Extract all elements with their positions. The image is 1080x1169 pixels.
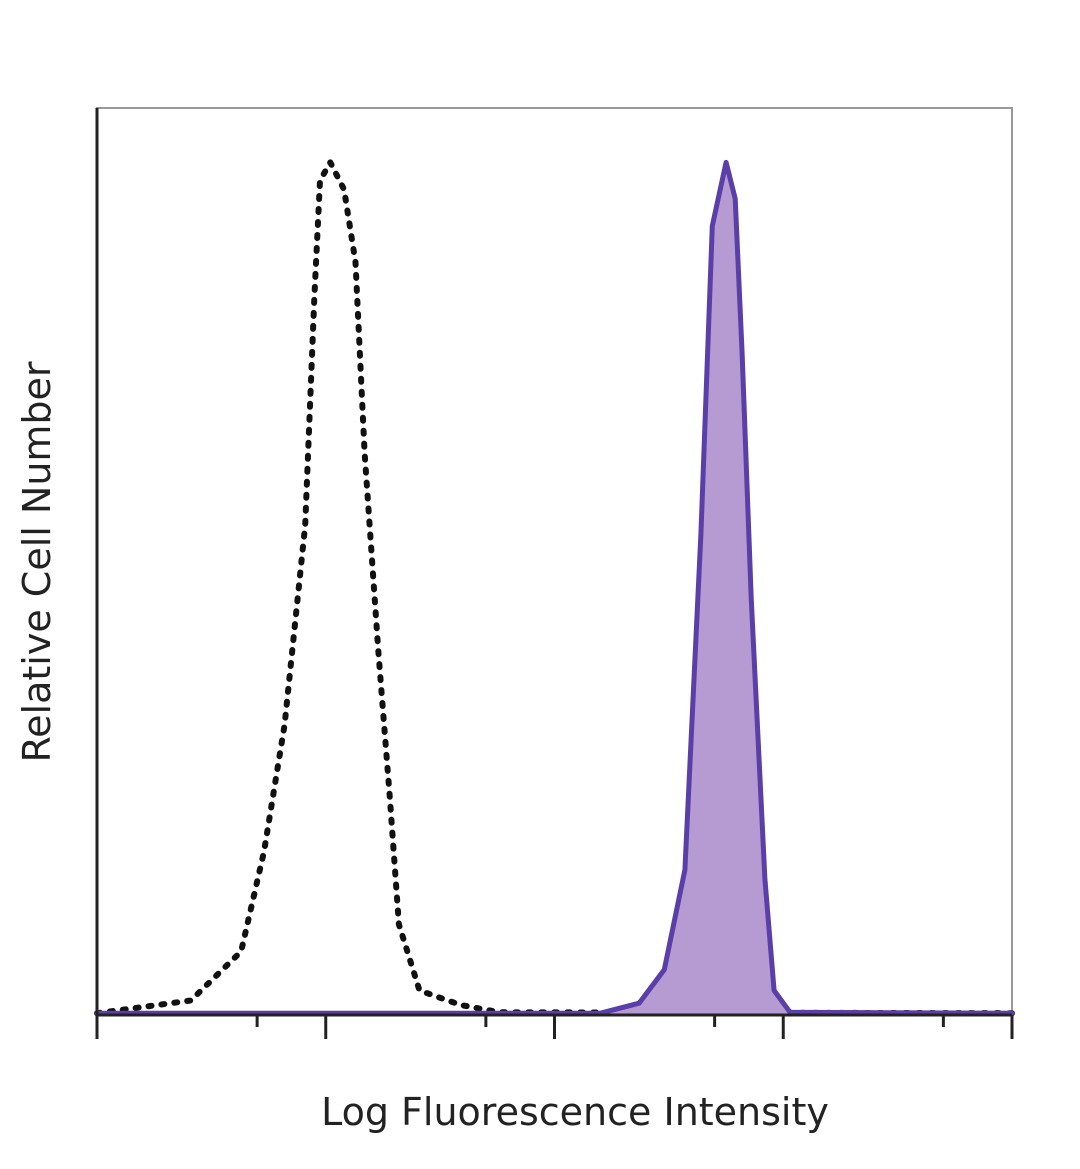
series-line: [94, 159, 1015, 1016]
series-line: [94, 159, 1015, 1017]
plot-frame: [96, 107, 1013, 1016]
x-axis-label: Log Fluorescence Intensity: [321, 1090, 829, 1134]
series-area: [97, 162, 1012, 1015]
y-axis-label: Relative Cell Number: [15, 361, 59, 762]
